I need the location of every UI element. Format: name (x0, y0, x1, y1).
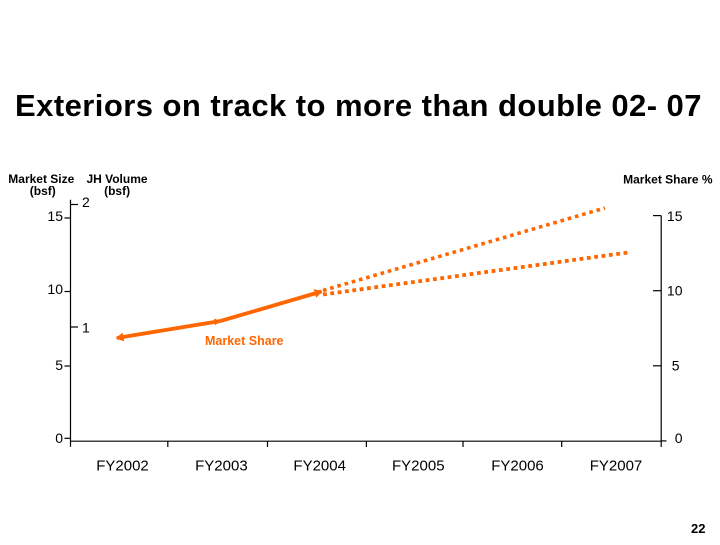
svg-text:0: 0 (675, 430, 683, 446)
svg-text:(bsf): (bsf) (30, 184, 56, 198)
svg-text:Market Share %: Market Share % (623, 172, 713, 186)
svg-text:Market Share: Market Share (205, 334, 284, 348)
svg-text:Market Size: Market Size (8, 172, 74, 186)
svg-text:Exteriors on track to more tha: Exteriors on track to more than double 0… (15, 88, 702, 123)
svg-text:(bsf): (bsf) (104, 184, 130, 198)
svg-text:JH Volume: JH Volume (86, 172, 147, 186)
svg-text:10: 10 (667, 283, 683, 299)
svg-text:FY2006: FY2006 (491, 458, 544, 475)
svg-text:FY2002: FY2002 (96, 458, 149, 475)
svg-text:10: 10 (47, 281, 63, 297)
svg-text:1: 1 (82, 319, 90, 335)
svg-text:FY2003: FY2003 (195, 458, 248, 475)
svg-text:22: 22 (691, 521, 705, 536)
svg-text:FY2004: FY2004 (293, 458, 346, 475)
svg-text:FY2007: FY2007 (590, 458, 643, 475)
svg-text:FY2005: FY2005 (392, 458, 445, 475)
svg-text:5: 5 (672, 358, 680, 374)
svg-text:15: 15 (667, 208, 683, 224)
svg-text:5: 5 (55, 357, 63, 373)
svg-text:0: 0 (55, 430, 63, 446)
svg-text:15: 15 (47, 208, 63, 224)
svg-text:2: 2 (82, 194, 90, 210)
